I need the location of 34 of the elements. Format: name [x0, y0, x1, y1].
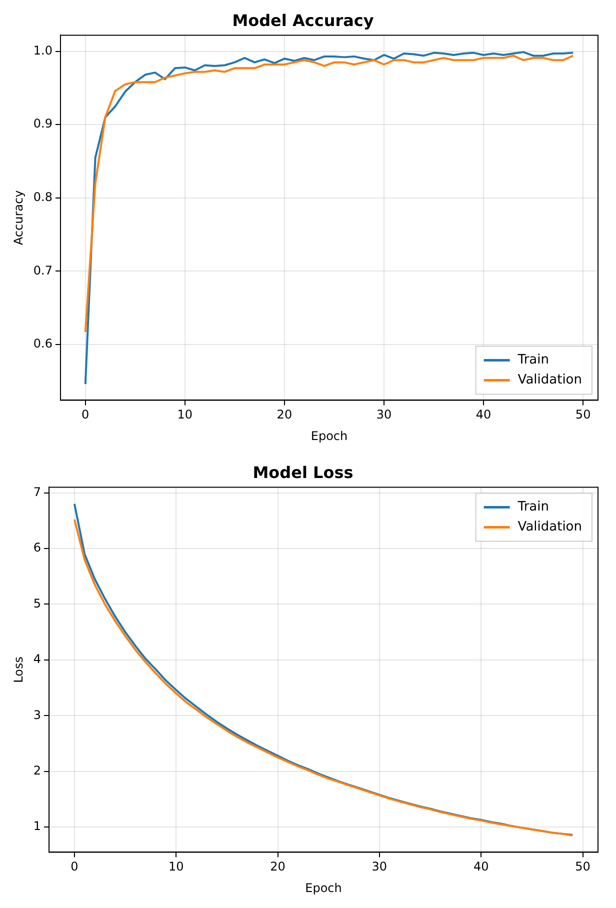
- y-tick-label: 0.7: [33, 263, 52, 278]
- y-tick-label: 7: [33, 484, 42, 499]
- y-axis-title: Accuracy: [11, 190, 26, 246]
- y-tick-label: 4: [33, 652, 42, 666]
- x-tick-label: 20: [270, 860, 286, 874]
- y-tick-label: 0.6: [33, 336, 52, 351]
- y-tick-label: 3: [33, 708, 42, 722]
- x-tick-label: 0: [70, 860, 78, 874]
- chart-title: Model Accuracy: [232, 10, 374, 30]
- chart-title: Model Loss: [252, 462, 354, 482]
- x-tick-label: 30: [372, 860, 388, 874]
- legend-label: Train: [516, 352, 550, 368]
- x-axis-title: Epoch: [310, 428, 348, 443]
- y-axis-title: Loss: [11, 656, 26, 683]
- y-tick-label: 1: [33, 819, 42, 834]
- x-axis-title: Epoch: [305, 880, 342, 895]
- x-tick-label: 50: [575, 408, 591, 422]
- x-tick-label: 0: [82, 408, 90, 422]
- y-tick-label: 5: [33, 596, 42, 610]
- x-tick-label: 20: [276, 408, 292, 422]
- x-tick-label: 10: [168, 860, 184, 874]
- legend-label: Validation: [518, 520, 582, 535]
- x-tick-label: 40: [473, 860, 489, 874]
- x-tick-label: 40: [476, 408, 492, 422]
- y-tick-label: 1.0: [33, 43, 52, 58]
- y-tick-label: 0.9: [33, 116, 52, 131]
- y-tick-label: 2: [33, 764, 42, 778]
- y-tick-label: 6: [33, 540, 42, 555]
- legend-label: Validation: [518, 372, 582, 388]
- y-tick-label: 0.8: [33, 190, 52, 204]
- legend-label: Train: [516, 500, 550, 515]
- x-tick-label: 10: [177, 408, 193, 422]
- x-tick-label: 50: [575, 860, 590, 874]
- x-tick-label: 30: [376, 408, 392, 422]
